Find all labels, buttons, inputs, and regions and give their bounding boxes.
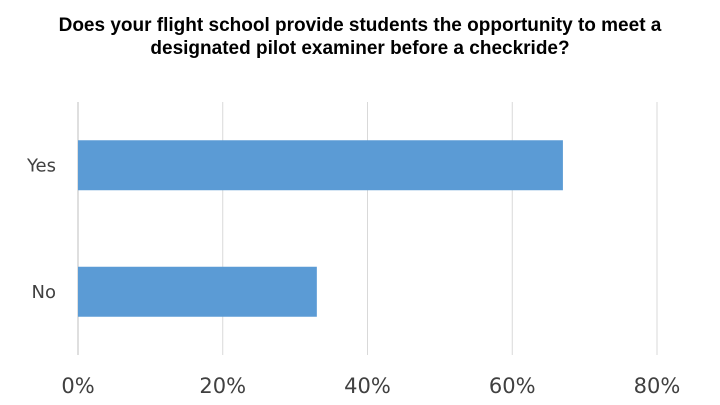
bars (78, 140, 563, 317)
x-tick-label-1: 20% (199, 374, 246, 398)
chart-title-line-1: Does your flight school provide students… (58, 15, 662, 36)
chart-title: Does your flight school provide students… (10, 14, 710, 60)
x-tick-label-3: 60% (489, 374, 536, 398)
gridlines (222, 102, 658, 355)
x-tick-label-4: 80% (634, 374, 681, 398)
chart-title-line-2: designated pilot examiner before a check… (150, 38, 570, 59)
bar-no (78, 266, 317, 317)
x-tick-label-0: 0% (61, 374, 94, 398)
x-tick-label-2: 40% (344, 374, 391, 398)
tick-labels: 0% 20% 40% 60% 80% Yes No (26, 155, 680, 398)
y-tick-label-no: No (32, 282, 56, 303)
bar-yes (78, 140, 563, 191)
y-tick-label-yes: Yes (26, 155, 56, 176)
